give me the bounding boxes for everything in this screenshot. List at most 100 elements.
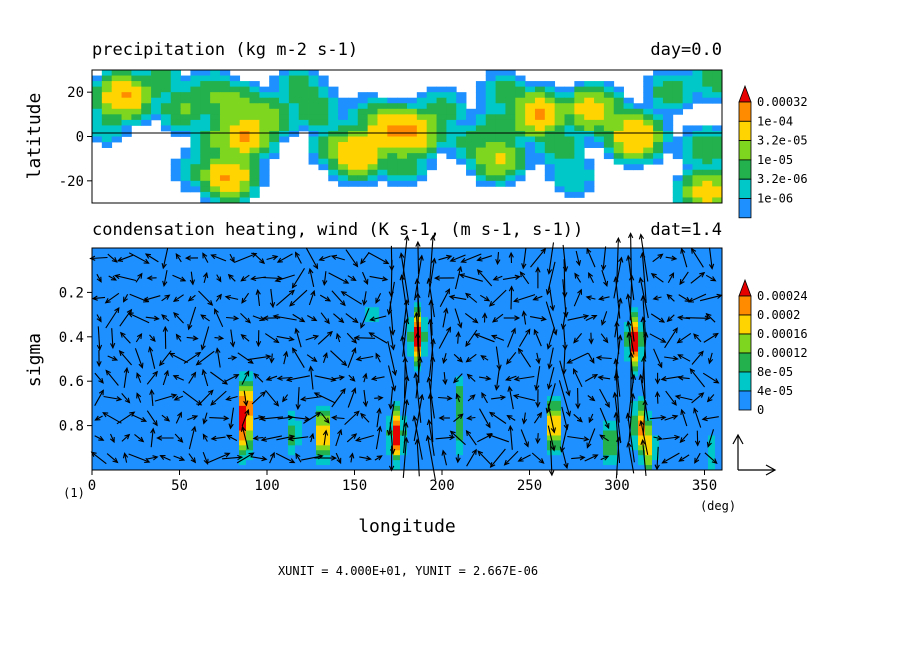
precip-cell — [269, 86, 280, 93]
heating-cell — [225, 381, 233, 387]
precip-cell — [229, 75, 241, 82]
heating-cell — [197, 341, 205, 348]
precip-cell — [515, 130, 526, 137]
heating-field — [92, 248, 723, 471]
heating-cell — [554, 277, 562, 283]
heating-cell — [701, 346, 709, 352]
heating-cell — [715, 415, 723, 422]
heating-cell — [267, 346, 275, 352]
heating-cell — [484, 386, 492, 392]
heating-cell — [715, 302, 723, 308]
heating-cell — [687, 252, 695, 259]
precip-cell — [446, 114, 457, 121]
precip-cell — [653, 97, 664, 104]
precip-cell — [564, 191, 575, 198]
heating-cell — [197, 405, 205, 412]
precip-cell — [534, 125, 546, 132]
heating-cell — [610, 445, 618, 451]
heating-cell — [652, 341, 660, 348]
precip-cell — [210, 119, 221, 126]
precip-cell — [200, 92, 211, 99]
heating-cell — [596, 371, 604, 377]
precip-cell — [554, 153, 565, 160]
precip-cell — [495, 70, 506, 76]
precip-cell — [298, 103, 309, 110]
heating-cell — [134, 341, 142, 348]
heating-cell — [232, 460, 240, 466]
precip-cell — [210, 191, 221, 198]
heating-cell — [169, 450, 177, 456]
heating-cell — [323, 460, 331, 466]
heating-cell — [414, 400, 422, 407]
heating-cell — [659, 287, 667, 293]
heating-cell — [666, 381, 674, 387]
precip-cell — [426, 153, 437, 160]
heating-cell — [148, 257, 156, 264]
heating-cell — [715, 312, 723, 318]
heating-cell — [344, 455, 352, 461]
heating-cell — [596, 341, 604, 348]
heating-cell — [176, 351, 184, 357]
precip-cell — [160, 125, 172, 132]
precip-cell — [318, 108, 329, 115]
heating-cell — [113, 410, 121, 417]
heating-cell — [631, 252, 639, 259]
heating-cell — [407, 425, 415, 431]
precip-day-label: day=0.0 — [650, 40, 722, 60]
heating-cell — [505, 277, 513, 283]
precip-cell — [525, 86, 536, 93]
heating-cell — [505, 302, 513, 308]
heating-cell — [92, 410, 100, 417]
heating-cell — [435, 326, 443, 333]
heating-cell — [442, 361, 450, 367]
heating-cell — [484, 415, 492, 422]
heating-cell — [344, 396, 352, 402]
heating-cell — [260, 425, 268, 431]
heating-cell — [449, 277, 457, 283]
heating-cell — [673, 430, 681, 436]
precip-legend-swatch — [738, 101, 752, 122]
heating-cell — [281, 440, 289, 446]
heating-cell — [435, 292, 443, 298]
heating-cell — [239, 361, 247, 367]
precip-cell — [219, 70, 231, 76]
heating-cell — [666, 455, 674, 461]
heating-cell — [456, 312, 464, 318]
heating-cell — [155, 415, 163, 422]
heating-cell — [365, 287, 373, 293]
heating-cell — [169, 460, 177, 466]
heating-cell — [470, 381, 478, 387]
heating-cell — [610, 376, 618, 382]
heating-cell — [246, 381, 254, 387]
heating-cell — [589, 322, 597, 328]
heating-cell — [204, 400, 212, 407]
heating-cell — [596, 331, 604, 338]
heating-cell — [694, 257, 702, 264]
heating-cell — [344, 287, 352, 293]
heating-cell — [421, 381, 429, 387]
heating-cell — [106, 376, 114, 382]
precip-cell — [101, 114, 113, 121]
heating-cell — [582, 415, 590, 422]
heating-cell — [204, 262, 212, 269]
heating-cell — [540, 450, 548, 456]
precip-cell — [574, 114, 585, 121]
heating-cell — [379, 420, 387, 426]
precip-cell — [662, 114, 674, 121]
heating-cell — [288, 420, 296, 426]
heating-cell — [358, 307, 366, 313]
precip-cell — [682, 175, 693, 182]
precip-cell — [653, 108, 664, 115]
heating-cell — [638, 326, 646, 333]
heating-cell — [190, 267, 198, 274]
heating-cell — [533, 371, 541, 377]
heating-cell — [631, 450, 639, 456]
heating-cell — [281, 302, 289, 308]
heating-cell — [295, 341, 303, 348]
heating-cell — [603, 252, 611, 259]
precip-cell — [692, 125, 703, 132]
heating-cell — [372, 400, 380, 407]
heating-cell — [379, 405, 387, 412]
precip-cell — [643, 92, 654, 99]
heating-cell — [610, 257, 618, 264]
